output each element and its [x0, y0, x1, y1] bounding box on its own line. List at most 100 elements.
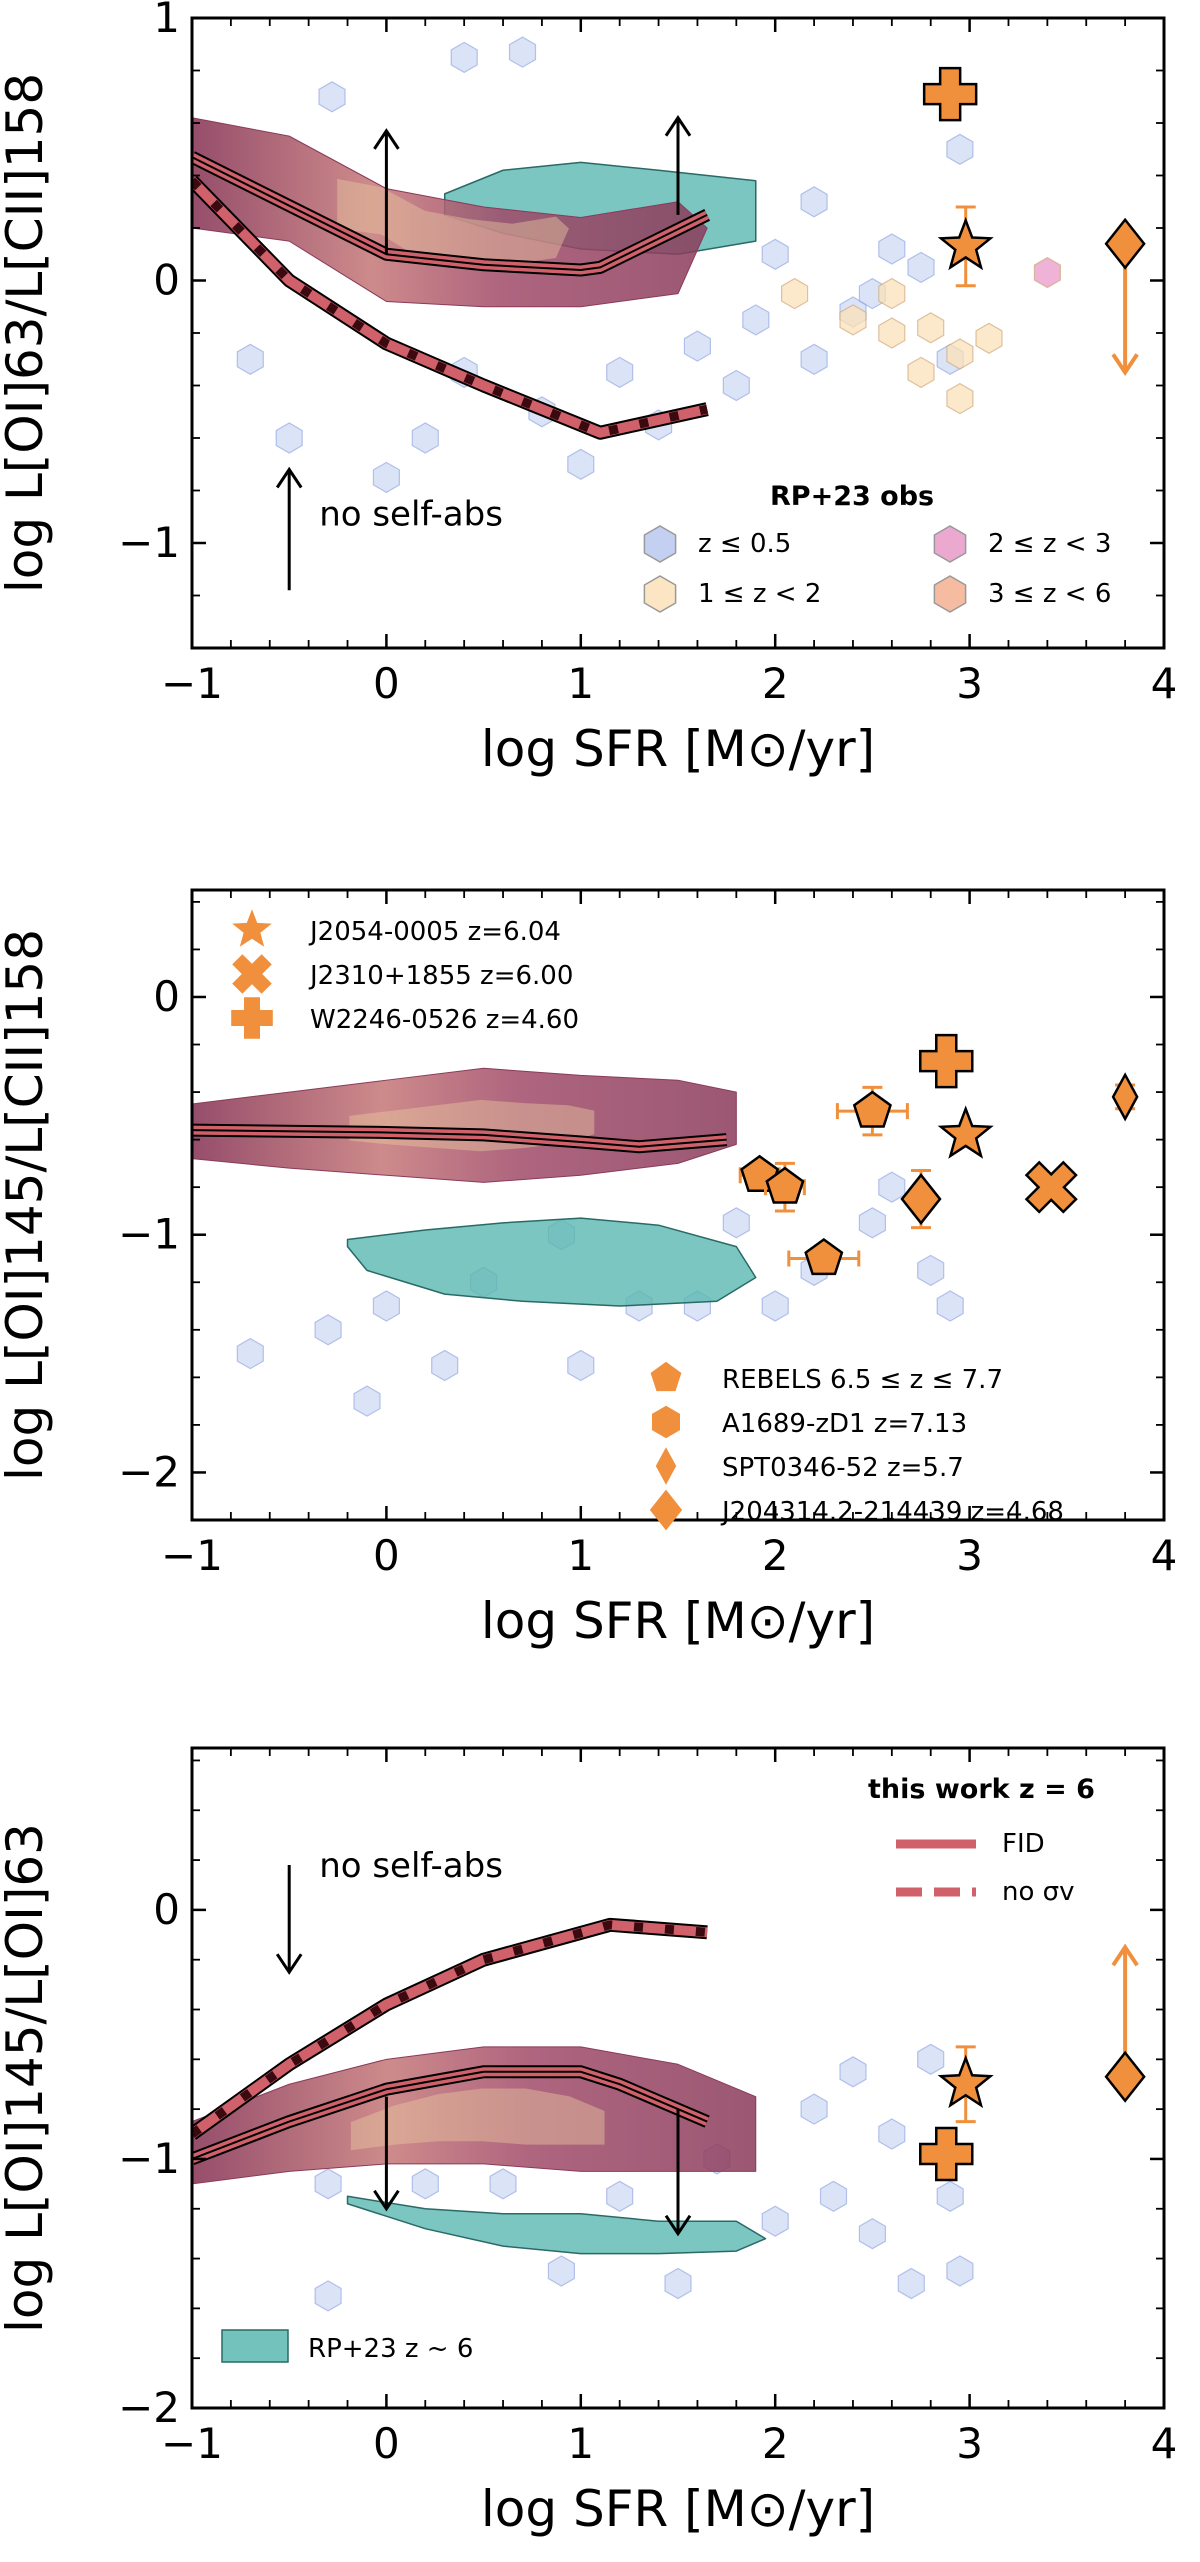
legend-marker-star [232, 909, 272, 947]
x-tick-label: 0 [373, 2419, 400, 2468]
legend-label: J2310+1855 z=6.00 [308, 961, 573, 991]
y-tick-label: −2 [118, 1447, 180, 1496]
obs-hex-point [858, 2218, 886, 2250]
obs-hex-point [606, 356, 634, 389]
y-axis-label: log L[OI]145/L[OI]63 [0, 1823, 54, 2333]
plot-area [192, 1033, 1139, 1417]
y-tick-label: −2 [118, 2383, 180, 2432]
obs-marker-shape [1104, 2050, 1146, 2103]
y-tick-label: 0 [153, 256, 180, 305]
obs-hex-point [683, 330, 711, 362]
obs-marker-shape [922, 66, 978, 122]
obs-hex-point [314, 1314, 342, 1346]
x-tick-label: 0 [373, 1531, 400, 1580]
x-tick-label: 3 [956, 1531, 983, 1580]
no-self-abs-arrow-head [275, 466, 303, 489]
obs-hex-point [372, 461, 400, 494]
legend-title: RP+23 obs [770, 481, 934, 512]
upper-limit-arrow [664, 115, 692, 215]
x-tick-label: 3 [956, 2419, 983, 2468]
obs-marker-shape [1024, 1160, 1078, 1214]
legend-label: J204314.2-214439 z=4.68 [720, 1497, 1064, 1527]
x-tick-label: 1 [567, 1531, 594, 1580]
obs-hex-point [878, 233, 906, 265]
legend-label: J2054-0005 z=6.04 [308, 917, 561, 947]
obs-marker-plus [919, 2126, 974, 2182]
obs-hex-point [318, 81, 346, 113]
obs-marker-thin-diamond [1111, 1072, 1139, 1122]
x-tick-label: 1 [567, 659, 594, 708]
obs-hex-point [236, 1337, 264, 1370]
legend-this-work: this work z = 6 FID no σv [868, 1774, 1095, 1907]
obs-hex-point [878, 277, 906, 310]
obs-hex-point [411, 422, 439, 454]
obs-hex-point [917, 1254, 945, 1287]
legend-marker-cross [232, 954, 272, 994]
x-tick-label: 4 [1151, 659, 1178, 708]
upper-limit-arrow-head [373, 128, 400, 150]
lower-limit-arrow [373, 2096, 400, 2212]
obs-marker-diamond [900, 1169, 942, 1230]
upper-limit-arrow-head [664, 115, 692, 137]
obs-hex-point [907, 251, 935, 284]
x-tick-label: −1 [161, 659, 223, 708]
no-self-abs-arrow [275, 1865, 303, 1975]
obs-hex-point [781, 277, 809, 310]
y-tick-label: −1 [118, 1210, 180, 1259]
legend-hex-swatch [933, 575, 967, 613]
obs-marker-pentagon [763, 1161, 806, 1213]
lower-limit-arrow [664, 2109, 692, 2237]
y-tick-label: 0 [153, 1885, 180, 1934]
y-tick-label: 1 [153, 0, 180, 42]
obs-hex-point [489, 2168, 517, 2200]
obs-hex-point [907, 356, 935, 389]
obs-hex-point [275, 422, 303, 454]
x-tick-label: 4 [1151, 1531, 1178, 1580]
obs-hex-point [946, 382, 974, 415]
panel-top: no self-abs −1 0 1 2 3 4 −1 0 1 log SFR [M⊙/yr] log… [0, 0, 1177, 778]
legend-label: z ≤ 0.5 [698, 529, 791, 559]
obs-hex-point [858, 1207, 886, 1239]
legend-marker-pentagon [650, 1361, 682, 1392]
limit-arrow-head [1111, 353, 1139, 376]
obs-hex-point [761, 238, 789, 270]
obs-hex-point [946, 2255, 974, 2287]
obs-hex-point [839, 304, 867, 336]
obs-marker-shape [804, 1237, 844, 1276]
obs-hex-point [722, 1207, 750, 1239]
legend-label: no σv [1002, 1877, 1075, 1907]
obs-marker-plus [922, 66, 978, 122]
legend-marker-thin-diamond [655, 1447, 677, 1485]
obs-hex-point [878, 2118, 906, 2150]
fid-line-center [192, 1129, 727, 1148]
lower-limit-arrow-head [373, 2189, 400, 2212]
obs-marker-shape [919, 1033, 974, 1089]
legend-marker-plus [231, 997, 273, 1039]
obs-hex-point [1033, 256, 1061, 289]
x-tick-label: 0 [373, 659, 400, 708]
no-self-abs-label: no self-abs [319, 495, 503, 535]
obs-hex-point [819, 2180, 848, 2212]
x-tick-label: 3 [956, 659, 983, 708]
obs-hex-point [946, 338, 974, 370]
obs-marker-cross [1024, 1160, 1078, 1214]
limit-arrow-head [1111, 1943, 1139, 1967]
legend-hex-swatch [643, 525, 677, 563]
fid-line-center [192, 2070, 708, 2160]
legend-label: SPT0346-52 z=5.7 [722, 1453, 964, 1483]
no-self-abs-label: no self-abs [319, 1846, 503, 1886]
obs-marker-star [937, 2045, 994, 2124]
legend-label: 3 ≤ z < 6 [988, 579, 1111, 609]
obs-marker-shape [937, 216, 994, 271]
model-density-core [350, 2088, 605, 2151]
legend-title: this work z = 6 [868, 1774, 1095, 1805]
obs-marker-pentagon [835, 1085, 909, 1137]
legend-hex-swatch [643, 575, 677, 613]
y-tick-label: 0 [153, 972, 180, 1021]
obs-hex-point [917, 2043, 945, 2075]
plot-area [192, 1917, 1146, 2312]
obs-hex-point [314, 2168, 342, 2200]
obs-marker-shape [1111, 1072, 1139, 1122]
